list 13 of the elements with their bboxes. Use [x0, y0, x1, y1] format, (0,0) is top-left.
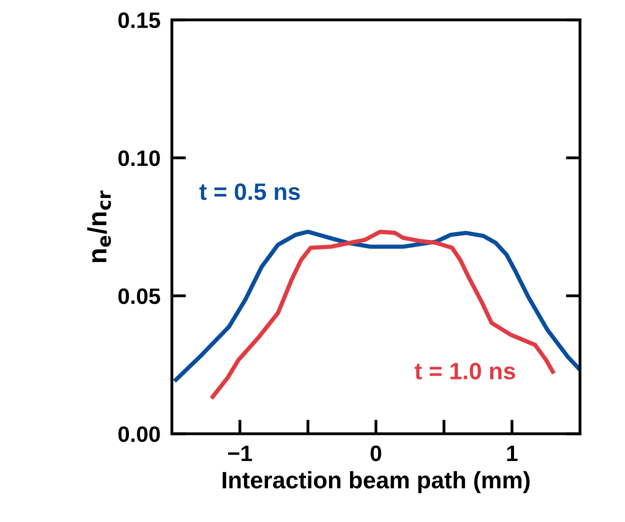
x-tick-label: 1 [507, 446, 518, 461]
series-label: t = 0.5 ns [199, 183, 300, 200]
x-tick-label: −1 [228, 446, 252, 461]
y-tick-label: 0.15 [118, 12, 160, 28]
y-tick-label: 0.10 [118, 150, 160, 166]
x-axis-title: Interaction beam path (mm) [222, 471, 530, 494]
y-tick-label: 0.05 [118, 288, 160, 304]
series-label: t = 1.0 ns [414, 362, 516, 380]
y-tick-label: 0.00 [118, 426, 160, 442]
line-series [210, 230, 555, 399]
line-series [174, 230, 580, 382]
x-tick-label: 0 [370, 445, 382, 462]
y-axis-title: n$_{e}$/n$_{cr}$ [87, 190, 111, 262]
